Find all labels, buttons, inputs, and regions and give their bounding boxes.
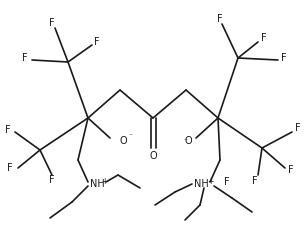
Text: F: F	[295, 123, 301, 133]
Text: F: F	[281, 53, 287, 63]
Text: F: F	[224, 177, 230, 187]
Text: O: O	[119, 136, 127, 146]
Text: F: F	[217, 14, 223, 24]
Text: F: F	[7, 163, 13, 173]
Text: O: O	[149, 151, 157, 161]
Text: ⁻: ⁻	[183, 137, 187, 145]
Text: F: F	[49, 175, 55, 185]
Text: F: F	[261, 33, 267, 43]
Text: F: F	[252, 176, 258, 186]
Text: F: F	[5, 125, 11, 135]
Text: O: O	[185, 136, 192, 146]
Text: +: +	[207, 177, 213, 185]
Text: F: F	[94, 37, 100, 47]
Text: F: F	[22, 53, 28, 63]
Text: F: F	[288, 165, 294, 175]
Text: NH: NH	[194, 179, 209, 189]
Text: +: +	[101, 177, 107, 185]
Text: F: F	[49, 18, 55, 28]
Text: NH: NH	[90, 179, 105, 189]
Text: ⁻: ⁻	[128, 131, 132, 140]
